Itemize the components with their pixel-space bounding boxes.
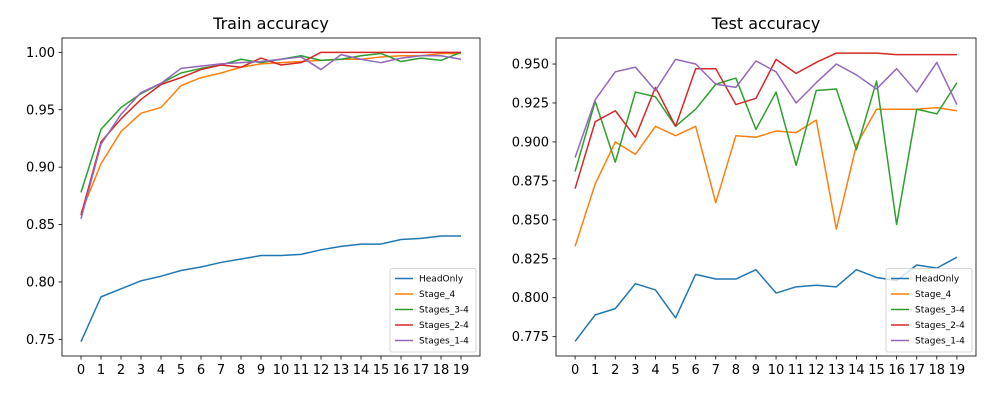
legend-label: Stages_3-4 [915,306,965,316]
series-line-stages-2-4 [574,52,957,189]
legend-label: Stages_2-4 [915,321,965,331]
x-tick-label: 14 [848,363,865,378]
x-tick-label: 16 [888,363,905,378]
x-tick-label: 13 [828,363,845,378]
y-tick-label: 0.850 [512,213,549,228]
y-tick-label: 0.90 [26,161,55,176]
series-line-stages-3-4 [80,51,462,193]
x-tick-label: 1 [591,363,599,378]
legend-label: Stages_3-4 [419,306,469,316]
x-tick-label: 9 [752,363,760,378]
train-accuracy-chart: Train accuracy 0 1 2 3 4 5 6 7 8 9 10 11 12 13 14 15 16 1… [26,14,481,378]
x-tick-label: 18 [433,363,450,378]
legend: HeadOnly Stage_4 Stages_3-4 Stages_2-4 Stage… [389,268,477,353]
x-tick-label: 3 [631,363,639,378]
plot-frame [61,37,481,357]
legend-box [885,268,973,353]
y-tick-label: 0.75 [26,333,55,348]
y-tick-label: 0.95 [26,103,55,118]
y-tick-label: 0.875 [512,174,549,189]
x-tick-label: 2 [117,363,125,378]
x-tick-label: 19 [453,363,470,378]
x-tick-label: 10 [768,363,785,378]
x-tick-label: 0 [77,363,85,378]
x-tick-label: 6 [197,363,205,378]
plot-frame [555,37,977,357]
legend: HeadOnly Stage_4 Stages_3-4 Stages_2-4 Stage… [885,268,973,353]
series-line-stages-3-4 [574,77,958,226]
x-tick-label: 16 [393,363,410,378]
x-tick-label: 11 [788,363,805,378]
test-accuracy-chart: Test accuracy 0 1 2 3 4 5 6 7 8 9 10 11 12 13 14 15 16 17… [512,14,977,378]
y-tick-label: 0.950 [512,58,549,73]
x-tick-label: 5 [177,363,185,378]
x-tick-label: 2 [611,363,619,378]
x-tick-label: 12 [313,363,330,378]
x-tick-label: 17 [413,363,430,378]
chart-title: Train accuracy [212,14,329,33]
x-tick-label: 1 [97,363,105,378]
y-tick-label: 1.00 [26,46,55,61]
x-tick-label: 9 [257,363,265,378]
legend-label: Stage_4 [419,290,456,300]
series-line-stages-2-4 [80,51,461,216]
x-tick-label: 8 [237,363,245,378]
x-tick-label: 5 [671,363,679,378]
x-tick-label: 11 [293,363,310,378]
series-line-stage-4 [574,106,958,247]
series-line-stages-1-4 [574,58,958,158]
x-tick-label: 12 [808,363,825,378]
legend-label: HeadOnly [915,275,960,285]
y-tick-label: 0.900 [512,135,549,150]
legend-label: Stages_1-4 [419,337,469,347]
series-line-headonly [80,235,461,342]
x-tick-label: 13 [333,363,350,378]
series-line-stages-1-4 [80,53,462,220]
x-tick-label: 7 [217,363,225,378]
chart-title: Test accuracy [711,14,821,33]
x-tick-label: 8 [732,363,740,378]
legend-label: Stage_4 [915,290,952,300]
y-tick-label: 0.85 [26,218,55,233]
y-tick-label: 0.80 [26,275,55,290]
x-tick-label: 14 [353,363,370,378]
x-tick-label: 4 [651,363,659,378]
legend-label: Stages_1-4 [915,337,965,347]
x-tick-label: 19 [949,363,966,378]
legend-label: HeadOnly [419,275,464,285]
y-tick-label: 0.925 [512,96,549,111]
series-line-stage-4 [80,52,461,214]
y-tick-label: 0.825 [512,252,549,267]
y-tick-label: 0.775 [512,330,549,345]
x-tick-label: 4 [157,363,165,378]
x-tick-label: 0 [571,363,579,378]
x-tick-label: 15 [373,363,390,378]
x-tick-label: 17 [908,363,925,378]
x-tick-label: 6 [692,363,700,378]
x-tick-label: 3 [137,363,145,378]
legend-label: Stages_2-4 [419,321,469,331]
x-tick-label: 7 [712,363,720,378]
legend-box [389,268,477,353]
x-tick-label: 10 [273,363,290,378]
x-tick-label: 15 [868,363,885,378]
x-tick-label: 18 [929,363,946,378]
y-tick-label: 0.800 [512,291,549,306]
